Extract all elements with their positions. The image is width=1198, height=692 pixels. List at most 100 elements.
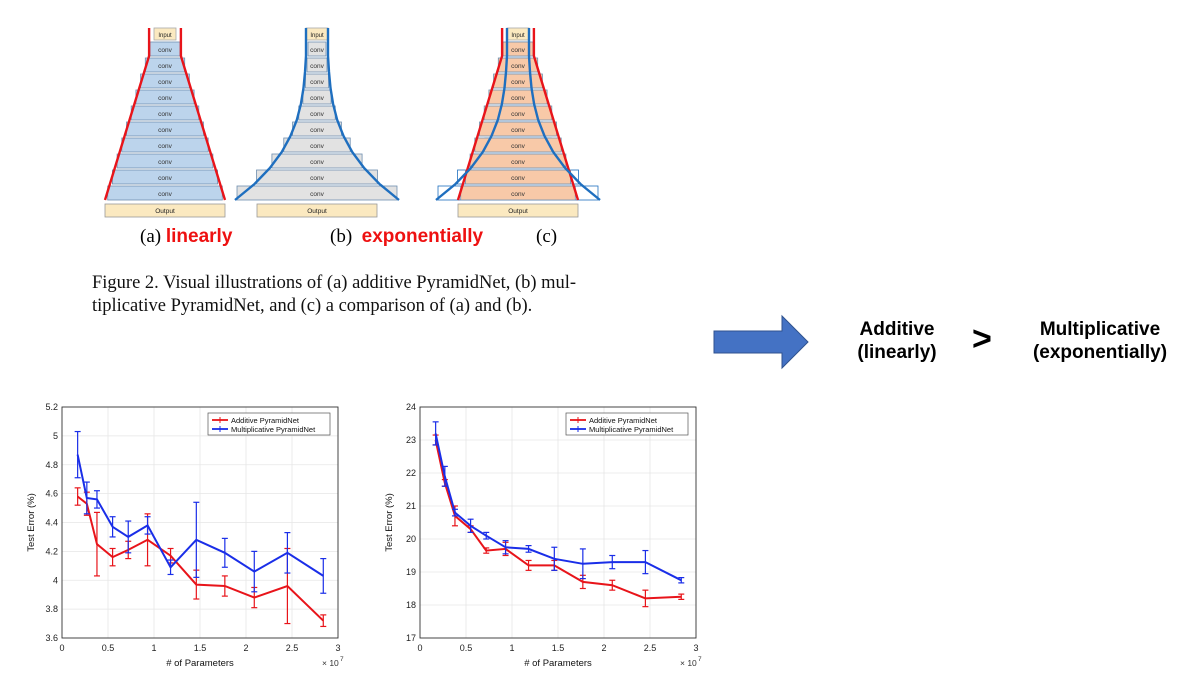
legend-label: Multiplicative PyramidNet [589,425,674,434]
x-tick-label: 1 [151,643,156,653]
conv-layer [306,57,328,73]
y-tick-label: 23 [406,435,416,445]
y-tick-label: 22 [406,468,416,478]
x-tick-label: 1.5 [552,643,565,653]
conv-label: conv [511,191,525,198]
conv-label: conv [310,143,324,150]
input-label: Input [511,33,525,39]
legend-label: Multiplicative PyramidNet [231,425,316,434]
conv-label: conv [511,47,525,54]
right-arrow-icon [713,314,809,370]
input-label: Input [158,33,172,39]
output-label: Output [307,208,327,215]
x-tick-label: 3 [693,643,698,653]
x-multiplier: × 10 [680,658,697,668]
conv-label: conv [511,159,525,166]
conv-layer [236,185,398,201]
conv-label: conv [310,175,324,182]
exponential-edge-right [326,28,400,201]
output-block [256,203,378,218]
diagram-b-multiplicative: Input conv conv conv conv conv conv conv conv con… [234,27,400,218]
caption-line-2: tiplicative PyramidNet, and (c) a compar… [92,296,533,316]
exponential-edge-right [527,28,601,201]
conv-label: conv [310,191,324,198]
x-multiplier: × 10 [322,658,339,668]
conv-label: conv [158,127,172,134]
pyramid-diagrams: Input conv conv conv conv conv conv conv conv con… [103,27,601,218]
conv-layer [283,137,351,153]
x-axis-label: # of Parameters [524,658,592,669]
x-tick-label: 0.5 [102,643,115,653]
conv-label: conv [310,127,324,134]
y-tick-label: 20 [406,534,416,544]
x-tick-label: 0.5 [460,643,473,653]
output-block [457,203,579,218]
conv-label: conv [158,175,172,182]
y-tick-label: 4.8 [45,460,58,470]
conv-layer [256,169,378,185]
conv-label: conv [158,143,172,150]
x-tick-label: 1 [509,643,514,653]
conv-label: conv [158,47,172,54]
conv-label: conv [158,159,172,166]
label-b-word: exponentially [361,226,484,247]
conv-layer [307,41,327,57]
conv-label: conv [511,95,525,102]
y-tick-label: 5 [53,431,58,441]
y-tick-label: 5.2 [45,402,58,412]
x-exponent: 7 [698,656,702,663]
conv-label: conv [310,159,324,166]
x-tick-label: 1.5 [194,643,207,653]
figure-caption: Figure 2. Visual illustrations of (a) ad… [92,272,652,318]
x-tick-label: 2 [243,643,248,653]
x-axis-label: # of Parameters [166,658,234,669]
y-tick-label: 4.4 [45,518,58,528]
y-tick-label: 21 [406,501,416,511]
y-tick-label: 3.6 [45,633,58,643]
conclusion-multiplicative: Multiplicative (exponentially) [1032,319,1168,363]
x-tick-label: 0 [417,643,422,653]
caption-line-1: Figure 2. Visual illustrations of (a) ad… [92,273,577,293]
x-tick-label: 2.5 [644,643,657,653]
y-axis-label: Test Error (%) [26,493,37,552]
conv-label: conv [310,95,324,102]
y-tick-label: 4.2 [45,546,58,556]
conv-label: conv [310,111,324,118]
conv-label: conv [511,111,525,118]
label-a: (a) linearly [140,226,233,247]
conv-label: conv [158,63,172,70]
input-block [153,27,177,41]
label-b: (b) exponentially [330,226,484,247]
legend-box [565,412,689,436]
output-label: Output [155,208,175,215]
diagram-a-additive: Input conv conv conv conv conv conv conv conv con… [103,27,227,218]
conv-label: conv [511,127,525,134]
conv-label: conv [511,79,525,86]
x-tick-label: 0 [59,643,64,653]
x-tick-label: 2 [601,643,606,653]
series-line-additive [434,439,682,600]
greater-than-symbol: > [972,320,992,358]
conv-layer [271,153,363,169]
conv-label: conv [310,47,324,54]
exponential-edge-left [435,28,509,201]
conv-label: conv [158,111,172,118]
diagram-c-comparison: Input conv conv conv conv conv conv conv conv con… [435,27,601,218]
legend-label: Additive PyramidNet [231,416,300,425]
conv-label: conv [310,79,324,86]
conclusion-additive: Additive (linearly) [857,319,937,363]
label-c: (c) [536,226,558,247]
y-tick-label: 24 [406,402,416,412]
conv-label: conv [158,191,172,198]
chart-cifar100-error: 17 18 19 20 21 22 23 24 0 0.5 1 1.5 2 2.5 3 Additive Py… [384,402,702,669]
conv-label: conv [310,63,324,70]
linear-edge-left [103,28,151,201]
conv-label: conv [511,143,525,150]
conv-layer [305,73,329,89]
y-tick-label: 3.8 [45,604,58,614]
y-tick-label: 18 [406,600,416,610]
plot-frame [419,406,697,639]
series-line-multiplicative [434,433,682,582]
input-label: Input [310,33,324,39]
output-block [104,203,226,218]
